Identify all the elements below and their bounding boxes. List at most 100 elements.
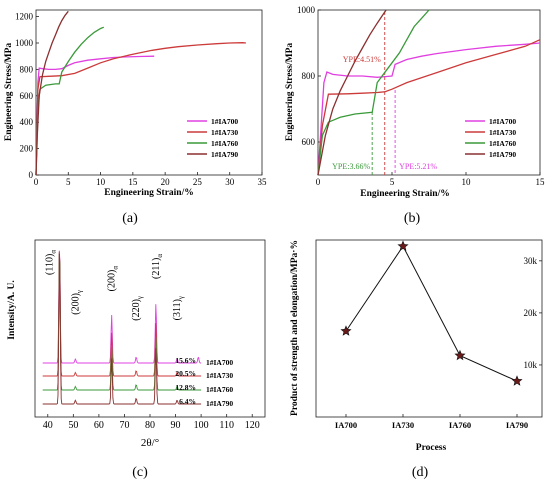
panel-a-label: (a) (122, 211, 138, 226)
panel-b-series-1ia760 (317, 9, 430, 176)
panel-c-axes: 40 50 60 70 80 90 100 110 120 (43, 414, 260, 431)
panel-a-xtick-label: 35 (258, 177, 268, 187)
panel-b: 0 5 10 15 600 800 1000 YPE:4.51% YPE:3.66% YPE:5… (285, 5, 545, 226)
panel-c-xtick-label: 90 (171, 420, 181, 431)
panel-c-xtick-label: 110 (219, 420, 234, 431)
panel-c-peak-label: (200)α (107, 266, 120, 292)
panel-d-xtick-label: IA700 (335, 420, 357, 430)
panel-d-point-ia790 (511, 375, 523, 386)
panel-d-ytick-label: 20k (524, 308, 538, 318)
panel-b-ype-guides (371, 12, 396, 175)
panel-c-fraction-label: 20.5% (175, 369, 196, 378)
panel-b-xtick-label: 0 (316, 177, 321, 187)
panel-b-series-1ia700 (317, 42, 541, 176)
panel-b-xtick-label: 5 (390, 177, 395, 187)
panel-d-ytick-label: 10k (524, 360, 538, 370)
panel-b-annotations: YPE:4.51% YPE:3.66% YPE:5.21% (332, 55, 437, 171)
panel-a-xtick-label: 20 (161, 177, 171, 187)
panel-c-sample-label: 1#IA730 (206, 371, 233, 380)
panel-b-ype-label: YPE:3.66% (332, 162, 370, 171)
panel-c-label: (c) (132, 465, 148, 480)
panel-b-ylabel: Engineering Stress/MPa (285, 43, 295, 142)
panel-b-ytick-label: 1000 (297, 5, 316, 15)
panel-c-peak-labels: (110)α(200)γ(200)α(220)γ(211)α(311)γ (45, 250, 186, 321)
panel-b-legend-label: 1#IA730 (489, 128, 516, 137)
panel-a-legend-label: 1#IA790 (211, 150, 238, 159)
panel-c-patterns (42, 250, 202, 405)
panel-d: IA700 IA730 IA760 IA790 10k 20k 30k Process Pr… (290, 239, 543, 480)
panel-c-pattern-1ia730 (42, 251, 202, 377)
panel-b-ype-label: YPE:5.21% (399, 162, 437, 171)
panel-a-series (35, 10, 246, 176)
panel-c-sample-label: 1#IA790 (206, 399, 233, 408)
panel-d-xtick-label: IA730 (392, 420, 414, 430)
panel-c-peak-label: (110)α (45, 250, 58, 275)
panel-a-xtick-label: 10 (96, 177, 106, 187)
panel-d-point-ia700 (340, 325, 352, 336)
panel-c-pattern-1ia700 (42, 250, 202, 364)
panel-a-ytick-label: 0 (29, 170, 34, 180)
panel-b-ytick-label: 800 (302, 71, 316, 81)
panel-a-legend: 1#IA700 1#IA730 1#IA760 1#IA790 (187, 117, 238, 159)
panel-a-ylabel: Engineering Stress/MPa (4, 43, 14, 142)
panel-b-legend-label: 1#IA790 (489, 150, 516, 159)
panel-c-peak-label: (220)γ (131, 296, 144, 321)
panel-c-peak-index: (110) (45, 254, 56, 275)
panel-c-peak-index: (220) (131, 299, 142, 321)
panel-b-legend-label: 1#IA760 (489, 139, 516, 148)
panel-a-ytick-label: 200 (20, 144, 34, 154)
panel-a-xtick-label: 15 (128, 177, 138, 187)
panel-c-pattern-1ia790 (42, 253, 202, 405)
panel-a-legend-label: 1#IA700 (211, 117, 238, 126)
panel-a-series-1ia700 (35, 55, 155, 176)
panel-c-fraction-label: 15.6% (175, 356, 196, 365)
panel-c-peak-index: (211) (151, 258, 162, 279)
panel-c-sample-labels: 15.6% 1#IA700 20.5% 1#IA730 12.8% 1#IA760 6.4%… (175, 356, 233, 408)
panel-d-axes: IA700 IA730 IA760 IA790 10k 20k 30k (335, 256, 542, 430)
panel-c-xtick-label: 60 (94, 420, 104, 431)
panel-d-ytick-label: 30k (524, 256, 538, 266)
panel-c-xtick-label: 40 (43, 420, 53, 431)
panel-a-axes: 0 5 10 15 20 25 30 35 0 200 400 600 800 1000 1200 (15, 12, 267, 187)
panel-a-series-1ia760 (35, 26, 105, 176)
panel-c-peak-index: (311) (172, 299, 183, 320)
panel-c-peak-index: (200) (107, 270, 118, 292)
panel-c-xtick-label: 70 (119, 420, 129, 431)
panel-c-ylabel: Intensity/A. U. (7, 280, 17, 339)
panel-d-line (345, 245, 518, 382)
panel-a: 0 5 10 15 20 25 30 35 0 200 400 600 800 1000 1200 1#IA… (4, 9, 267, 226)
panel-a-plot-frame (35, 9, 263, 176)
panel-c-peak-phase: α (156, 254, 164, 258)
panel-a-ytick-label: 1000 (15, 38, 34, 48)
panel-c-peak-phase: γ (177, 296, 185, 300)
panel-b-xtick-label: 15 (536, 177, 546, 187)
panel-b-series-1ia730 (317, 39, 541, 176)
panel-a-legend-label: 1#IA760 (211, 139, 238, 148)
panel-a-ytick-label: 1200 (15, 12, 34, 22)
panel-d-xtick-label: IA760 (449, 420, 471, 430)
panel-a-xtick-label: 25 (193, 177, 203, 187)
panel-a-xtick-label: 5 (66, 177, 71, 187)
panel-d-xlabel: Process (416, 443, 447, 453)
panel-d-xtick-label: IA790 (506, 420, 528, 430)
panel-d-point-ia760 (454, 349, 466, 361)
panel-c-sample-label: 1#IA700 (206, 358, 233, 367)
panel-d-point-ia730 (397, 240, 409, 251)
panel-c-peak-index: (200) (70, 293, 81, 315)
panel-a-series-1ia730 (35, 42, 246, 176)
panel-c-xtick-label: 50 (68, 420, 78, 431)
panel-c-peak-phase: α (112, 266, 120, 270)
panel-c-peak-phase: α (50, 250, 58, 254)
panel-a-ytick-label: 800 (20, 64, 34, 74)
panel-b-series (317, 9, 541, 176)
panel-b-label: (b) (404, 211, 421, 226)
panel-a-xtick-label: 30 (225, 177, 235, 187)
panel-a-ytick-label: 400 (20, 117, 34, 127)
panel-c-fraction-label: 6.4% (179, 397, 196, 406)
panel-c-xlabel: 2θ/° (141, 437, 159, 449)
panel-c-peak-phase: γ (136, 296, 144, 300)
panel-a-xtick-label: 0 (34, 177, 39, 187)
panel-a-series-1ia790 (35, 10, 69, 176)
panel-c-peak-label: (311)γ (172, 296, 185, 320)
panel-b-legend: 1#IA700 1#IA730 1#IA760 1#IA790 (465, 117, 516, 159)
